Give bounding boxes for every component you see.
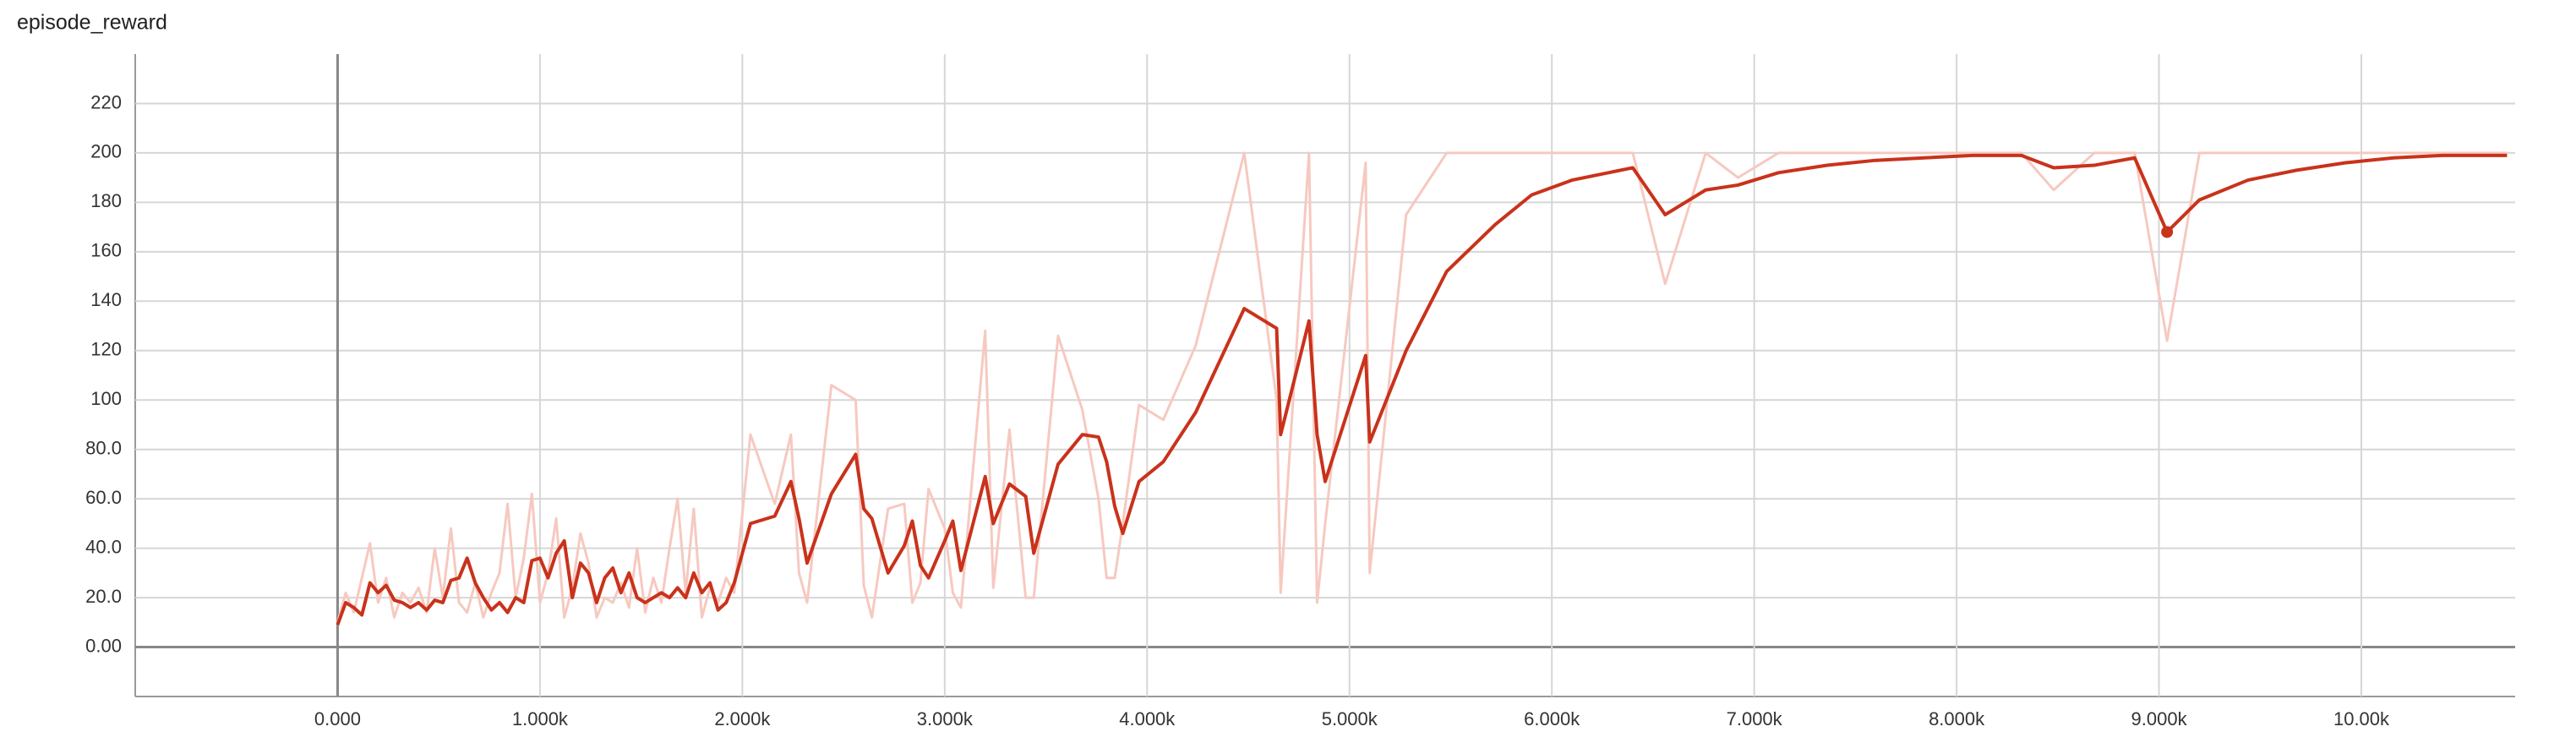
y-tick-label: 220	[90, 91, 122, 112]
y-tick-label: 100	[90, 388, 122, 409]
x-tick-label: 7.000k	[1727, 708, 1783, 729]
x-tick-label: 10.00k	[2333, 708, 2390, 729]
x-tick-label: 4.000k	[1119, 708, 1176, 729]
y-tick-label: 160	[90, 240, 122, 261]
y-tick-label: 140	[90, 289, 122, 310]
y-tick-label: 180	[90, 190, 122, 211]
x-tick-label: 6.000k	[1524, 708, 1580, 729]
y-tick-label: 80.0	[85, 438, 122, 459]
x-tick-label: 5.000k	[1322, 708, 1378, 729]
x-tick-label: 3.000k	[917, 708, 974, 729]
series-line	[336, 151, 2508, 623]
y-tick-label: 200	[90, 141, 122, 162]
x-tick-label: 1.000k	[512, 708, 569, 729]
x-tick-label: 9.000k	[2131, 708, 2188, 729]
series-line	[336, 153, 2508, 625]
chart-title: episode_reward	[17, 11, 167, 35]
highlight-point	[2161, 226, 2174, 238]
x-tick-label: 8.000k	[1929, 708, 1985, 729]
y-tick-label: 40.0	[85, 536, 122, 557]
y-tick-label: 0.00	[85, 635, 122, 656]
x-tick-label: 2.000k	[714, 708, 771, 729]
y-tick-label: 60.0	[85, 487, 122, 508]
x-tick-label: 0.000	[314, 708, 361, 729]
y-tick-label: 120	[90, 339, 122, 360]
y-tick-label: 20.0	[85, 586, 122, 607]
